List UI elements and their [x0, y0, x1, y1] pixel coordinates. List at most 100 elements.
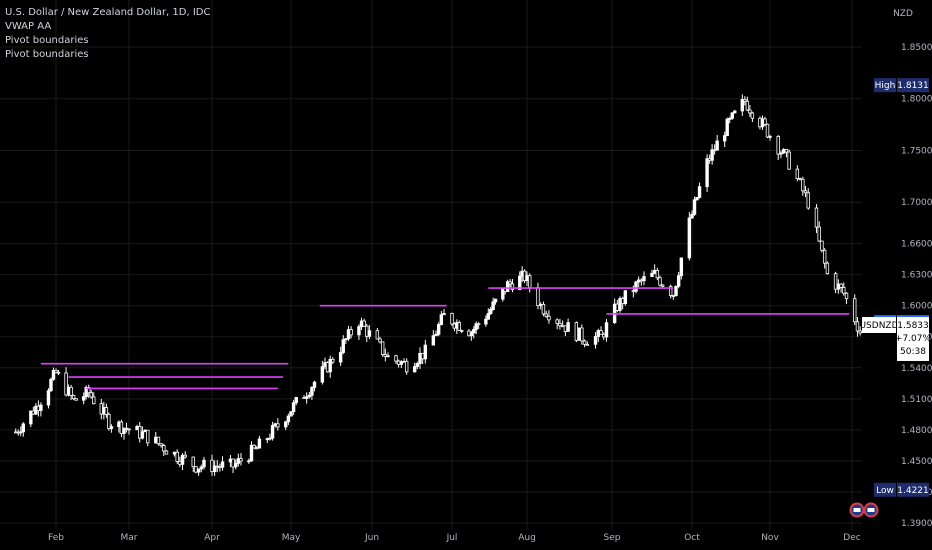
candle-body — [723, 135, 727, 142]
price-tag-low: Low 1.4221 — [874, 482, 929, 497]
candle-body — [781, 149, 786, 154]
candle-body — [210, 459, 214, 472]
candle-body — [74, 398, 78, 401]
candle-body — [555, 319, 559, 324]
candle-body — [69, 386, 73, 396]
candle-body — [276, 423, 280, 428]
country-flag-icon[interactable] — [849, 502, 865, 518]
candle-body — [474, 323, 478, 330]
indicator-vwap[interactable]: VWAP AA — [5, 21, 52, 32]
candle-body — [679, 257, 684, 277]
price-tag-label-bg — [874, 78, 896, 93]
x-tick-label: Jun — [364, 533, 379, 543]
price-tag-label-bg — [874, 482, 896, 497]
x-tick-label: Mar — [121, 533, 138, 543]
candle-body — [284, 421, 288, 428]
candle-body — [844, 292, 849, 300]
candle-body — [745, 100, 750, 111]
x-tick-label: Nov — [761, 533, 779, 543]
candle-body — [431, 335, 436, 346]
pivot-lines — [40, 287, 850, 390]
candle-body — [178, 461, 182, 465]
country-flag-icon[interactable] — [863, 502, 879, 518]
candle-body — [725, 118, 729, 137]
candle-body — [21, 423, 25, 433]
candle-body — [631, 290, 636, 293]
candle-body — [436, 324, 441, 335]
candle-body — [162, 445, 166, 452]
candle-body — [107, 413, 111, 429]
y-tick-label: 1.5400 — [901, 364, 932, 374]
candle-body — [135, 426, 139, 431]
candle-body — [765, 123, 770, 138]
x-tick-label: Aug — [518, 533, 536, 543]
candle-body — [367, 330, 372, 337]
candle-body — [833, 273, 838, 290]
candle-body — [146, 429, 150, 444]
y-tick-label: 1.6000 — [901, 302, 932, 312]
candle-body — [547, 315, 551, 321]
candle-body — [302, 397, 306, 399]
candle-body — [49, 378, 53, 392]
candle-body — [748, 109, 752, 114]
flag-stripe — [853, 508, 861, 512]
y-tick-label: 1.8000 — [901, 95, 932, 105]
candle-body — [484, 318, 488, 325]
time-axis[interactable]: Feb Mar Apr May Jun Jul Aug Sep Oct Nov Dec — [48, 533, 861, 543]
candle-body — [740, 99, 745, 112]
candle-body — [191, 456, 195, 468]
candle-body — [715, 140, 719, 151]
candle-body — [415, 363, 420, 367]
indicator-pivot-2[interactable]: Pivot boundaries — [5, 49, 89, 60]
candle-body — [525, 275, 529, 282]
candle-body — [558, 322, 562, 327]
price-tag-label: High — [875, 81, 896, 91]
candle-body — [394, 355, 398, 362]
candle-body — [92, 396, 96, 405]
candle-body — [697, 186, 702, 198]
candle-body — [510, 283, 515, 291]
candle-body — [798, 178, 802, 181]
candle-body — [491, 301, 495, 310]
candle-body — [138, 426, 142, 439]
event-flags[interactable] — [849, 502, 879, 518]
candle-body — [469, 332, 474, 337]
candle-body — [122, 427, 126, 434]
candle-body — [19, 431, 23, 434]
candle-body — [81, 396, 86, 401]
candle-body — [602, 333, 606, 338]
candle-body — [325, 362, 330, 373]
candle-body — [257, 438, 262, 449]
candle-body — [599, 330, 603, 335]
y-tick-label: 1.6300 — [901, 271, 932, 281]
candle-body — [255, 447, 259, 450]
candle-body — [286, 415, 291, 423]
y-tick-label: 1.4500 — [901, 457, 932, 467]
candle-body — [289, 411, 293, 417]
candle-body — [396, 360, 401, 365]
symbol-title[interactable]: U.S. Dollar / New Zealand Dollar, 1D, ID… — [5, 7, 211, 18]
candle-body — [89, 392, 93, 398]
indicator-pivot-1[interactable]: Pivot boundaries — [5, 35, 89, 46]
candle-body — [64, 372, 68, 396]
candle-body — [328, 358, 332, 373]
last-change: +7.07% — [895, 334, 932, 344]
candle-body — [577, 327, 581, 341]
candle-body — [56, 371, 61, 374]
candle-body — [539, 303, 543, 307]
candle-body — [604, 322, 609, 338]
candle-body — [730, 112, 734, 119]
candle-body — [228, 458, 233, 463]
candle-body — [172, 451, 177, 455]
candle-body — [439, 314, 444, 325]
y-tick-label: 1.8500 — [901, 43, 932, 53]
candle-body — [574, 322, 579, 341]
candle-body — [164, 450, 169, 455]
candle-body — [434, 333, 438, 337]
candle-body — [312, 381, 317, 388]
candle-body — [375, 330, 380, 340]
candle-body — [615, 303, 620, 311]
candle-body — [412, 366, 417, 373]
